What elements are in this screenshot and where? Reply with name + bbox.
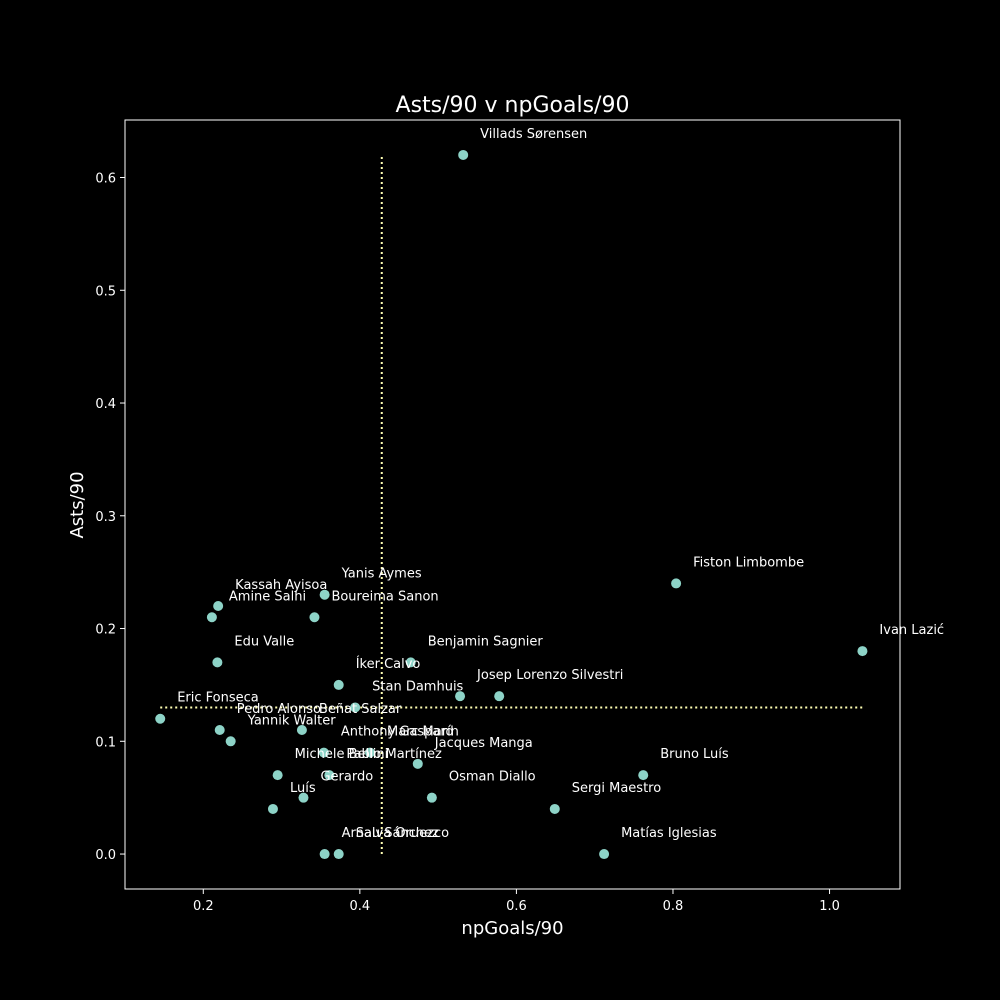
data-point [333, 849, 344, 860]
reference-lines [160, 154, 863, 855]
y-tick-label: 0.3 [95, 510, 116, 525]
point-label: Michele Bellini [295, 747, 389, 762]
data-point [155, 713, 166, 724]
data-point [365, 747, 376, 758]
data-point [309, 612, 320, 623]
data-point [599, 849, 610, 860]
plot-area [124, 119, 901, 890]
x-tick-label: 1.0 [819, 899, 840, 914]
point-label: Osman Diallo [449, 770, 536, 785]
data-point [671, 578, 682, 589]
data-point [206, 612, 217, 623]
point-label: Boureima Sanon [331, 589, 438, 604]
point-label: Salva Oruezco [356, 826, 449, 841]
data-point [319, 589, 330, 600]
x-tick-label: 0.4 [350, 899, 371, 914]
point-label: Edu Valle [234, 634, 294, 649]
point-label: Kassah Ayisoa [235, 578, 327, 593]
chart-title: Asts/90 v npGoals/90 [396, 93, 630, 118]
point-label: Ivan Lazić [879, 623, 944, 638]
point-labels: Villads Sørensen Fiston Limbombe Ivan Lazi… [177, 127, 944, 841]
x-axis-label: npGoals/90 [461, 918, 563, 939]
data-point [333, 679, 344, 690]
data-point [319, 849, 330, 860]
point-label: Lorenzo Silvestri [516, 668, 623, 683]
x-tick-label: 0.2 [193, 899, 214, 914]
point-label: Jacques Manga [434, 736, 533, 751]
point-label: Pablo Martínez [346, 747, 442, 762]
point-label: Luís [290, 781, 316, 796]
data-point [296, 725, 307, 736]
data-point [638, 770, 649, 781]
y-tick-label: 0.1 [95, 735, 116, 750]
data-point [213, 600, 224, 611]
point-label: Yanis Aymes [341, 567, 422, 582]
point-label: Anthony Gaspard [341, 725, 454, 740]
point-label: Josep [476, 668, 512, 683]
data-point [350, 702, 361, 713]
data-point [405, 657, 416, 668]
y-tick-label: 0.5 [95, 284, 116, 299]
point-label: Stan Damhuis [372, 679, 463, 694]
y-tick-label: 0.4 [95, 397, 116, 412]
data-point [458, 149, 469, 160]
point-label: Matías Iglesias [621, 826, 717, 841]
data-point [272, 770, 283, 781]
y-tick-label: 0.0 [95, 848, 116, 863]
point-label: Villads Sørensen [480, 127, 587, 142]
point-label: Yannik Walter [247, 713, 337, 728]
y-tick-label: 0.6 [95, 172, 116, 187]
point-label: Íker Calvo [356, 656, 421, 672]
point-label: Sergi Maestro [572, 781, 661, 796]
data-point [267, 803, 278, 814]
data-point [412, 758, 423, 769]
y-axis-label: Asts/90 [67, 471, 88, 538]
data-points [155, 149, 868, 860]
point-label: Bruno Luís [660, 747, 729, 762]
point-label: Amine Salhi [229, 589, 306, 604]
point-label: Beñat Salzar [319, 702, 402, 717]
point-label: Pedro Alonso [237, 702, 321, 717]
point-label: Marc Marín [387, 725, 459, 740]
data-point [212, 657, 223, 668]
data-point [494, 691, 505, 702]
x-tick-label: 0.6 [506, 899, 527, 914]
data-point [214, 725, 225, 736]
point-label: Arnau Sánchez [342, 826, 439, 841]
point-label: Fiston Limbombe [693, 555, 804, 570]
point-label: Benjamin Sagnier [428, 634, 544, 649]
data-point [455, 691, 466, 702]
data-point [857, 646, 868, 657]
x-tick-label: 0.8 [663, 899, 684, 914]
point-label: Eric Fonseca [177, 691, 259, 706]
axis-ticks: 0.2 0.4 0.6 0.8 1.0 0.0 0.1 0.2 0.3 0.4 0.5 0.6 [95, 172, 840, 914]
y-tick-label: 0.2 [95, 623, 116, 638]
data-point [225, 736, 236, 747]
data-point [298, 792, 309, 803]
data-point [549, 803, 560, 814]
data-point [318, 747, 329, 758]
data-point [324, 770, 335, 781]
point-label: Gerardo [320, 770, 373, 785]
data-point [426, 792, 437, 803]
